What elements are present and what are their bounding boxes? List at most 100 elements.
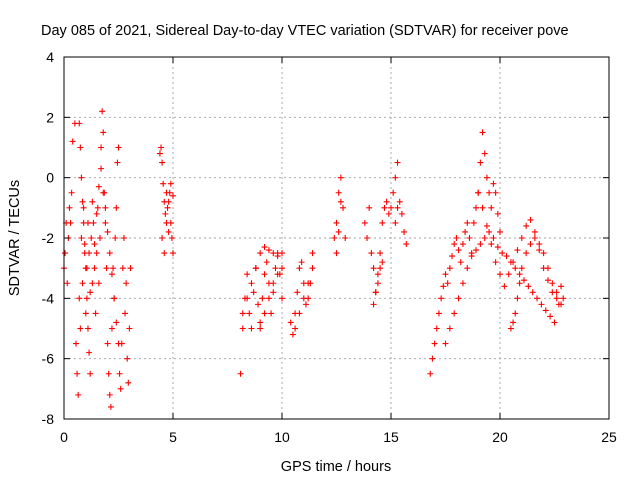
x-axis-label: GPS time / hours <box>281 459 391 475</box>
data-point <box>91 241 98 248</box>
x-tick-labels: 0 5 10 15 20 25 <box>60 429 617 445</box>
data-point <box>531 235 538 241</box>
data-point <box>89 198 96 205</box>
data-point <box>518 265 525 272</box>
data-point <box>481 150 488 157</box>
data-point <box>105 370 112 377</box>
data-point <box>383 198 390 205</box>
data-point <box>261 310 268 317</box>
data-point <box>167 180 174 187</box>
data-point <box>72 340 79 347</box>
data-point <box>479 129 486 136</box>
data-point <box>510 259 517 266</box>
data-point <box>442 340 449 347</box>
data-point <box>161 250 168 257</box>
data-point <box>490 235 497 241</box>
data-point <box>462 228 469 235</box>
chart-title: Day 085 of 2021, Sidereal Day-to-day VTE… <box>41 23 569 39</box>
data-point <box>464 265 471 272</box>
data-point <box>79 198 86 205</box>
data-point <box>287 319 294 326</box>
data-point <box>335 228 342 235</box>
data-point <box>525 283 532 290</box>
data-point <box>466 235 473 241</box>
data-point <box>364 235 371 241</box>
data-point <box>87 289 94 296</box>
data-point <box>296 265 303 272</box>
data-point <box>538 301 545 308</box>
data-point <box>98 165 105 172</box>
data-point <box>170 192 176 199</box>
y-tick-label: -4 <box>42 290 55 306</box>
data-point <box>558 301 565 308</box>
data-point <box>94 204 101 211</box>
data-point <box>529 289 536 296</box>
data-point <box>248 280 255 287</box>
data-point <box>261 271 268 278</box>
data-point <box>475 189 482 196</box>
y-tick-label: 4 <box>46 49 54 65</box>
data-point <box>95 183 102 190</box>
data-point <box>112 235 119 241</box>
data-point <box>512 265 519 272</box>
data-point <box>459 280 466 287</box>
data-point <box>78 235 85 241</box>
data-point <box>494 244 501 251</box>
data-point <box>540 250 547 257</box>
data-point <box>390 189 397 196</box>
data-point <box>379 259 386 266</box>
data-point <box>158 144 165 151</box>
data-point <box>429 355 436 362</box>
y-tick-label: 2 <box>46 109 54 125</box>
data-point <box>549 280 556 287</box>
data-point <box>69 138 76 145</box>
data-point <box>246 310 253 317</box>
data-point <box>370 301 377 308</box>
data-point <box>106 391 113 398</box>
data-point <box>108 325 115 332</box>
data-point <box>544 265 551 272</box>
data-point <box>77 325 84 332</box>
data-point <box>516 280 523 287</box>
data-point <box>477 241 484 248</box>
data-point <box>270 250 277 257</box>
data-point <box>90 219 97 226</box>
data-point <box>127 265 134 272</box>
data-point <box>396 198 403 205</box>
data-point <box>111 295 118 302</box>
data-point <box>337 198 344 205</box>
data-point <box>84 325 91 332</box>
data-point <box>512 310 519 317</box>
data-point <box>372 289 379 296</box>
data-point <box>274 253 281 260</box>
data-point <box>117 385 124 392</box>
data-point <box>370 265 377 272</box>
data-point <box>239 310 246 317</box>
data-point <box>66 204 73 211</box>
data-point <box>392 219 399 226</box>
data-point <box>379 219 386 226</box>
data-point <box>305 280 312 287</box>
data-point <box>331 235 338 241</box>
data-point <box>497 271 503 278</box>
data-point <box>488 241 495 248</box>
data-point <box>102 219 109 226</box>
data-point <box>542 307 549 314</box>
data-point <box>67 219 74 226</box>
data-point <box>270 289 277 296</box>
data-point <box>536 247 543 254</box>
data-point <box>265 247 272 254</box>
data-point <box>505 271 512 278</box>
data-point <box>292 325 299 332</box>
data-point <box>87 370 94 377</box>
data-point <box>108 271 115 278</box>
data-point <box>257 250 264 257</box>
data-point <box>78 174 85 181</box>
data-point <box>237 370 244 377</box>
data-point <box>527 241 534 248</box>
data-point <box>464 219 471 226</box>
data-point <box>435 310 442 317</box>
data-point <box>103 265 110 272</box>
data-point <box>248 325 255 332</box>
data-point <box>89 280 96 287</box>
